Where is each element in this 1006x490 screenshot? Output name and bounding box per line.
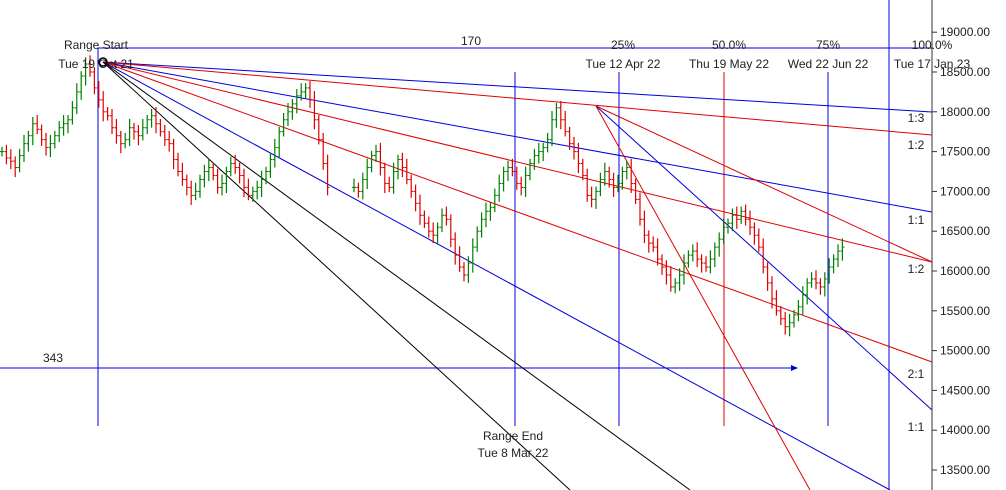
time-projection-pct: 75%	[816, 38, 840, 52]
range-start-title: Range Start	[64, 38, 129, 52]
y-tick-label: 16000.00	[940, 264, 990, 278]
y-tick-label: 17500.00	[940, 145, 990, 159]
gann-ratio-label: 1:2	[908, 262, 925, 276]
range-start-marker	[98, 57, 108, 67]
time-projection-date: Wed 22 Jun 22	[788, 57, 869, 71]
secondary-fan-red-2	[595, 105, 811, 490]
range-start-date: Tue 19 Oct 21	[58, 57, 134, 71]
time-projection-pct: 50.0%	[712, 38, 746, 52]
y-tick-label: 18000.00	[940, 105, 990, 119]
secondary-fan-blue	[595, 105, 933, 411]
gann-ratio-label: 1:1	[908, 420, 925, 434]
chart-overlay-lines	[0, 0, 932, 490]
time-projection-date: Tue 12 Apr 22	[586, 57, 661, 71]
fan-line-2-1-red	[102, 61, 933, 363]
price-range-label: 343	[43, 351, 63, 365]
y-tick-label: 15500.00	[940, 304, 990, 318]
fan-line-1-3	[102, 61, 933, 113]
y-tick-label: 16500.00	[940, 224, 990, 238]
fan-line-2-1-blue	[102, 61, 891, 490]
range-end-date: Tue 8 Mar 22	[478, 446, 549, 460]
price-range-arrow	[791, 365, 798, 371]
secondary-fan-red-1	[595, 105, 933, 263]
fan-line-black-1	[102, 61, 691, 490]
gann-ratio-label: 1:3	[908, 111, 925, 125]
chart-labels: Range Start Tue 19 Oct 21 170 343 Range End T…	[43, 34, 970, 460]
fan-line-1-1-blue	[102, 61, 933, 213]
y-tick-label: 18500.00	[940, 65, 990, 79]
time-projection-date: Thu 19 May 22	[689, 57, 769, 71]
y-tick-label: 14500.00	[940, 383, 990, 397]
gann-ratio-label: 2:1	[908, 367, 925, 381]
gann-fan-lines	[102, 61, 933, 490]
bar-count-label: 170	[461, 34, 481, 48]
time-projection-pct: 100.0%	[912, 38, 953, 52]
y-axis: 13500.00 14000.00 14500.00 15000.00 15500.00…	[931, 0, 1006, 490]
y-tick-label: 13500.00	[940, 463, 990, 477]
y-axis-background	[932, 0, 1006, 490]
y-tick-label: 14000.00	[940, 423, 990, 437]
fan-line-1-2-red	[102, 61, 933, 136]
price-bars	[0, 55, 845, 337]
y-tick-label: 19000.00	[940, 25, 990, 39]
range-end-title: Range End	[483, 429, 543, 443]
fan-line-1-2-lower	[102, 61, 933, 263]
time-projection-date: Tue 17 Jan 23	[894, 57, 971, 71]
y-tick-label: 17000.00	[940, 184, 990, 198]
gann-ratio-label: 1:1	[908, 213, 925, 227]
time-projection-pct: 25%	[611, 38, 635, 52]
fan-line-black-2	[102, 61, 571, 490]
y-tick-label: 15000.00	[940, 344, 990, 358]
gann-ratio-label: 1:2	[908, 138, 925, 152]
